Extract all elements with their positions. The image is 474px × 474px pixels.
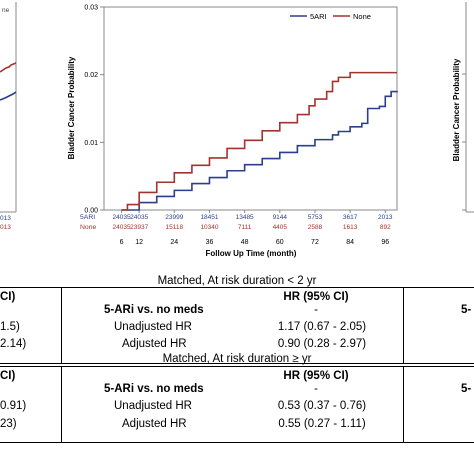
series-line-5ari [121, 90, 398, 211]
left-fragment: 23) [0, 418, 17, 430]
legend-label-none: None [353, 12, 371, 21]
x-tick-label: 84 [346, 239, 354, 246]
left-fragment: CI) [0, 370, 16, 382]
series-line-none [121, 71, 397, 211]
x-tick-label: 60 [276, 239, 284, 246]
risk-value: 10340 [200, 224, 218, 231]
risk-row-label-none: None [80, 224, 96, 231]
risk-value: 9144 [273, 214, 288, 221]
table-1-title: Matched, At risk duration < 2 yr [157, 275, 317, 287]
hr-header: HR (95% CI) [283, 291, 349, 303]
risk-value: 24035 [113, 224, 131, 231]
km-chart: ne 013 013 Bladder Cancer Probability 0.… [0, 2, 474, 258]
table-divider [403, 288, 404, 363]
risk-value: 7111 [238, 224, 252, 231]
y-axis-ticks: 0.00 0.01 0.02 0.03 [84, 5, 104, 215]
reference-value: - [314, 304, 318, 316]
y-axis-label: Bladder Cancer Probability [67, 56, 76, 159]
table-2-title: Matched, At risk duration ≥ yr [162, 353, 312, 365]
row-label: Unadjusted HR [114, 400, 192, 412]
y-tick-label: 0.00 [84, 208, 98, 215]
right-fragment: 5- [461, 304, 472, 316]
left-fragment: 0.91) [0, 400, 27, 412]
risk-value: 23937 [130, 224, 148, 231]
x-tick-label: 12 [135, 239, 143, 246]
table-divider [403, 367, 404, 442]
risk-value: 24035 [130, 214, 148, 221]
risk-value: 15118 [166, 224, 184, 231]
right-panel-fragment: Bladder Cancer Probability [452, 2, 474, 213]
left-legend-fragment: ne [2, 7, 10, 14]
x-axis-label: Follow Up Time (month) [206, 249, 297, 258]
left-fragment: 1.5) [0, 321, 20, 333]
series-lines [121, 71, 398, 211]
comparison-header: 5-ARi vs. no meds [104, 383, 204, 395]
x-axis-ticks: 6 12 24 36 48 60 72 84 96 [120, 210, 389, 246]
legend: 5ARI None [290, 12, 371, 21]
left-fragment: CI) [0, 291, 16, 303]
left-fragment: 2.14) [0, 338, 27, 350]
legend-label-5ari: 5ARI [310, 12, 327, 21]
risk-value: 1613 [343, 224, 358, 231]
risk-table-values: 24035 24035 23999 18451 13485 9144 5753 3617 201… [113, 214, 393, 231]
x-tick-label: 48 [241, 239, 249, 246]
y-tick-label: 0.01 [84, 140, 98, 147]
x-tick-label: 96 [381, 239, 389, 246]
x-tick-label: 36 [206, 239, 214, 246]
risk-value: 892 [380, 224, 391, 231]
comparison-header: 5-ARi vs. no meds [104, 304, 204, 316]
x-tick-label: 72 [311, 239, 319, 246]
risk-value: 2013 [378, 214, 393, 221]
risk-value: 5753 [308, 214, 323, 221]
risk-value: 13485 [236, 214, 254, 221]
risk-row-label-5ari: 5ARI [80, 214, 95, 221]
risk-value: 3617 [343, 214, 358, 221]
right-y-axis-label: Bladder Cancer Probability [452, 58, 461, 161]
risk-value: 2588 [308, 224, 323, 231]
row-value: 1.17 (0.67 - 2.05) [277, 321, 367, 333]
risk-value: 18451 [200, 214, 218, 221]
table-divider [61, 367, 62, 442]
hr-header: HR (95% CI) [283, 370, 349, 382]
left-panel-fragment: ne 013 013 [0, 2, 17, 231]
table-divider [61, 288, 62, 363]
left-risk-value-none: 013 [0, 224, 11, 231]
row-value: 0.53 (0.37 - 0.76) [277, 400, 367, 412]
y-tick-label: 0.03 [84, 5, 98, 12]
row-value: 0.55 (0.27 - 1.11) [278, 418, 366, 430]
x-tick-label: 24 [170, 239, 178, 246]
risk-value: 24035 [113, 214, 131, 221]
row-label: Unadjusted HR [114, 321, 192, 333]
left-risk-value-5ari: 013 [0, 215, 11, 222]
right-fragment: 5- [461, 383, 472, 395]
row-label: Adjusted HR [122, 338, 187, 350]
risk-value: 4405 [273, 224, 288, 231]
risk-value: 23999 [165, 214, 183, 221]
hr-table-2: CI) 0.91) 23) 5-ARi vs. no meds HR (95% … [0, 366, 474, 443]
plot-frame [103, 6, 398, 211]
x-tick-label: 6 [120, 239, 124, 246]
y-tick-label: 0.02 [84, 72, 98, 79]
reference-value: - [314, 383, 318, 395]
row-label: Adjusted HR [122, 418, 187, 430]
hr-table-1: CI) 1.5) 2.14) 5-ARi vs. no meds HR (95%… [0, 287, 474, 364]
row-value: 0.90 (0.28 - 2.97) [277, 338, 367, 350]
